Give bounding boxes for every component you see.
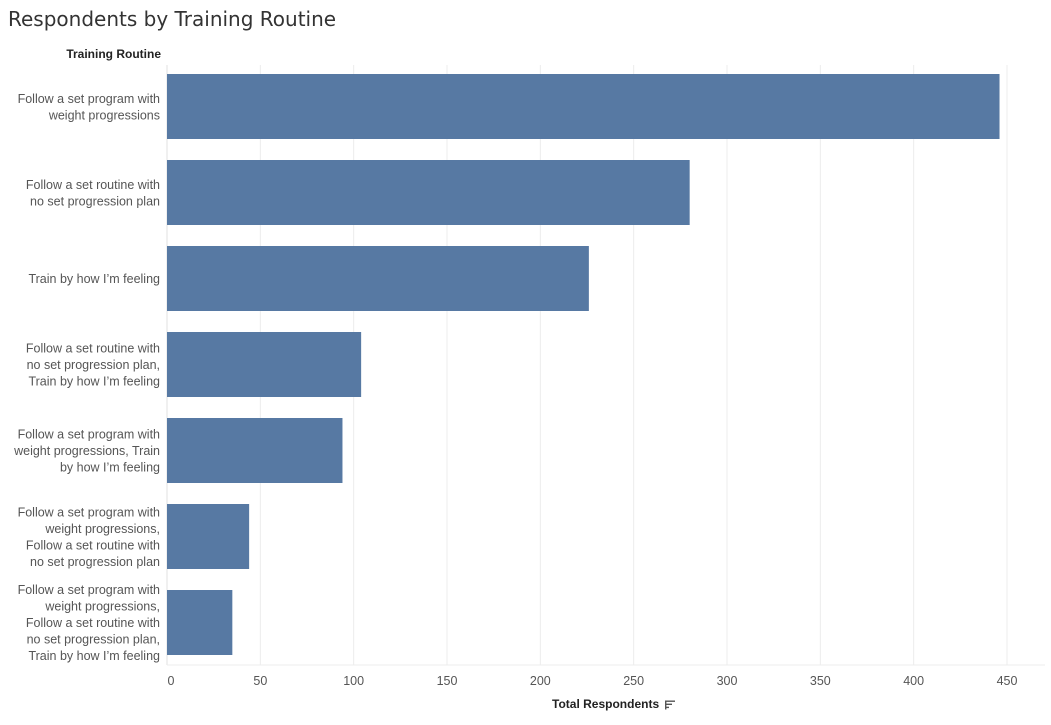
category-label-line: by how I’m feeling: [60, 461, 160, 475]
category-label-line: Train by how I’m feeling: [28, 375, 160, 389]
category-label-line: no set progression plan: [30, 555, 160, 569]
category-label: Follow a set program with weight progress…: [18, 92, 160, 123]
chart-title: Respondents by Training Routine: [8, 7, 337, 31]
category-label-line: no set progression plan: [30, 194, 160, 208]
x-tick-label: 350: [810, 674, 831, 688]
category-label-line: weight progressions,: [44, 522, 160, 536]
category-label-line: Train by how I’m feeling: [28, 272, 160, 286]
x-tick-label: 150: [437, 674, 458, 688]
x-tick-label: 0: [168, 674, 175, 688]
category-label-line: Follow a set program with: [18, 583, 160, 597]
bar[interactable]: [167, 160, 690, 225]
x-tick-label: 450: [997, 674, 1018, 688]
x-axis-ticks: 0 50 100 150 200 250 300 350 400 450: [168, 674, 1018, 688]
bar[interactable]: [167, 418, 343, 483]
category-label-line: Follow a set routine with: [26, 342, 160, 356]
category-label: Follow a set program with weight progress…: [18, 583, 160, 663]
bar[interactable]: [167, 246, 589, 311]
category-label-line: weight progressions,: [44, 600, 160, 614]
category-label-line: no set progression plan,: [27, 358, 160, 372]
row-header: Training Routine: [66, 47, 161, 61]
category-label: Follow a set routine with no set progress…: [26, 178, 160, 209]
x-tick-label: 400: [903, 674, 924, 688]
category-label-line: Follow a set routine with: [26, 178, 160, 192]
category-labels: Follow a set program with weight progress…: [13, 92, 160, 663]
category-label: Train by how I’m feeling: [28, 272, 160, 286]
x-axis-title: Total Respondents: [552, 697, 660, 711]
x-tick-label: 50: [253, 674, 267, 688]
bar[interactable]: [167, 590, 233, 655]
category-label-line: Follow a set program with: [18, 92, 160, 106]
category-label-line: no set progression plan,: [27, 633, 160, 647]
category-label: Follow a set routine with no set progress…: [26, 342, 160, 389]
x-tick-label: 200: [530, 674, 551, 688]
category-label-line: Follow a set program with: [18, 428, 160, 442]
x-tick-label: 100: [343, 674, 364, 688]
category-label-line: weight progressions, Train: [13, 444, 160, 458]
bar[interactable]: [167, 504, 250, 569]
sort-descending-icon[interactable]: [664, 699, 676, 711]
bar[interactable]: [167, 332, 362, 397]
category-label: Follow a set program with weight progress…: [13, 428, 160, 475]
category-label-line: weight progressions: [48, 108, 160, 122]
x-tick-label: 250: [623, 674, 644, 688]
category-label-line: Follow a set routine with: [26, 538, 160, 552]
x-tick-label: 300: [717, 674, 738, 688]
bars: [167, 74, 1000, 655]
bar[interactable]: [167, 74, 1000, 139]
category-label-line: Follow a set routine with: [26, 616, 160, 630]
category-label: Follow a set program with weight progress…: [18, 505, 160, 569]
category-label-line: Train by how I’m feeling: [28, 649, 160, 663]
category-label-line: Follow a set program with: [18, 505, 160, 519]
